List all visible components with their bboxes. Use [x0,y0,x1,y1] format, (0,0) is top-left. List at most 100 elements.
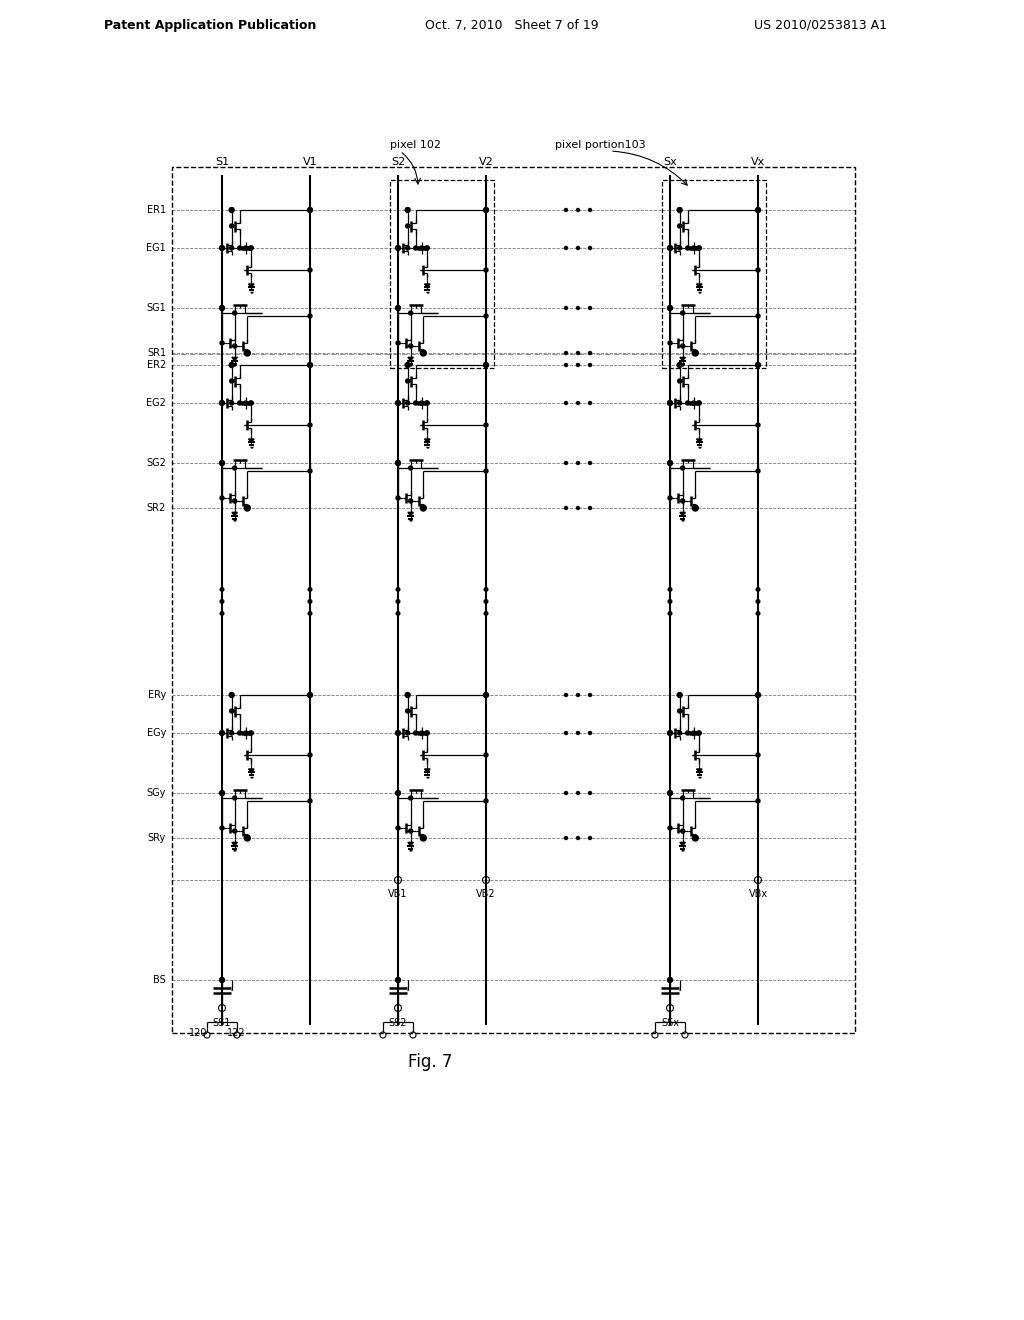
Circle shape [484,422,488,426]
Text: V1: V1 [303,157,317,168]
Text: VB2: VB2 [476,888,496,899]
Circle shape [409,499,413,503]
Text: SRy: SRy [147,833,166,843]
Circle shape [220,587,224,591]
Circle shape [219,791,224,796]
Circle shape [669,587,672,591]
Circle shape [589,507,592,510]
Circle shape [220,611,224,615]
Circle shape [681,466,685,470]
Polygon shape [231,358,238,360]
Circle shape [678,731,682,735]
Circle shape [681,226,682,227]
Circle shape [249,731,253,735]
Circle shape [420,731,424,735]
Circle shape [484,799,488,803]
Circle shape [406,207,411,213]
Text: 120: 120 [188,1028,207,1038]
Circle shape [669,599,672,603]
Polygon shape [696,770,702,772]
Circle shape [409,345,413,348]
Circle shape [692,350,698,356]
Circle shape [395,246,400,251]
Circle shape [577,792,580,795]
Text: US 2010/0253813 A1: US 2010/0253813 A1 [754,18,887,32]
Circle shape [232,380,234,381]
Circle shape [756,469,760,473]
Circle shape [484,587,487,591]
Circle shape [229,709,233,713]
Circle shape [308,469,312,473]
Circle shape [564,209,567,211]
Circle shape [589,351,592,355]
Circle shape [564,401,567,404]
Circle shape [697,401,701,405]
Circle shape [668,496,672,500]
Circle shape [420,836,426,841]
Circle shape [668,791,673,796]
Circle shape [691,731,695,735]
Circle shape [589,837,592,840]
Circle shape [409,380,411,381]
Circle shape [406,224,410,228]
Circle shape [220,341,224,345]
Circle shape [564,363,567,367]
Circle shape [249,401,253,405]
Circle shape [677,207,682,213]
Circle shape [696,731,700,735]
Circle shape [232,312,237,315]
Circle shape [229,401,233,405]
Circle shape [669,611,672,615]
Circle shape [425,401,429,405]
Circle shape [219,978,224,982]
Text: Fig. 7: Fig. 7 [408,1053,453,1071]
Circle shape [409,312,413,315]
Circle shape [686,246,689,249]
Circle shape [229,363,234,367]
Circle shape [229,693,234,697]
Circle shape [395,461,400,466]
Circle shape [232,466,237,470]
Circle shape [484,611,487,615]
Circle shape [681,710,682,711]
Circle shape [395,305,400,310]
Circle shape [564,306,567,309]
Circle shape [577,837,580,840]
Circle shape [577,507,580,510]
Circle shape [756,799,760,803]
Circle shape [406,401,410,405]
Bar [662,180,766,368]
Circle shape [678,379,682,383]
Circle shape [681,312,685,315]
Circle shape [668,400,673,405]
Circle shape [564,792,567,795]
Circle shape [668,341,672,345]
Circle shape [691,401,695,405]
Text: ERy: ERy [147,690,166,700]
Circle shape [577,731,580,734]
Circle shape [756,422,760,426]
Polygon shape [249,770,254,772]
Circle shape [232,710,234,711]
Circle shape [577,462,580,465]
Circle shape [686,731,689,735]
Circle shape [577,401,580,404]
Circle shape [420,350,426,356]
Circle shape [564,351,567,355]
Circle shape [681,829,685,833]
Circle shape [691,246,695,249]
Text: VBx: VBx [749,888,768,899]
Text: SS2: SS2 [389,1018,408,1028]
Circle shape [577,363,580,367]
Circle shape [756,752,760,756]
Circle shape [308,752,312,756]
Circle shape [409,466,413,470]
Circle shape [589,209,592,211]
Circle shape [681,499,685,503]
Circle shape [238,401,242,405]
Circle shape [219,730,224,735]
Circle shape [589,462,592,465]
Circle shape [308,422,312,426]
Circle shape [414,401,418,405]
Text: 122: 122 [226,1028,246,1038]
